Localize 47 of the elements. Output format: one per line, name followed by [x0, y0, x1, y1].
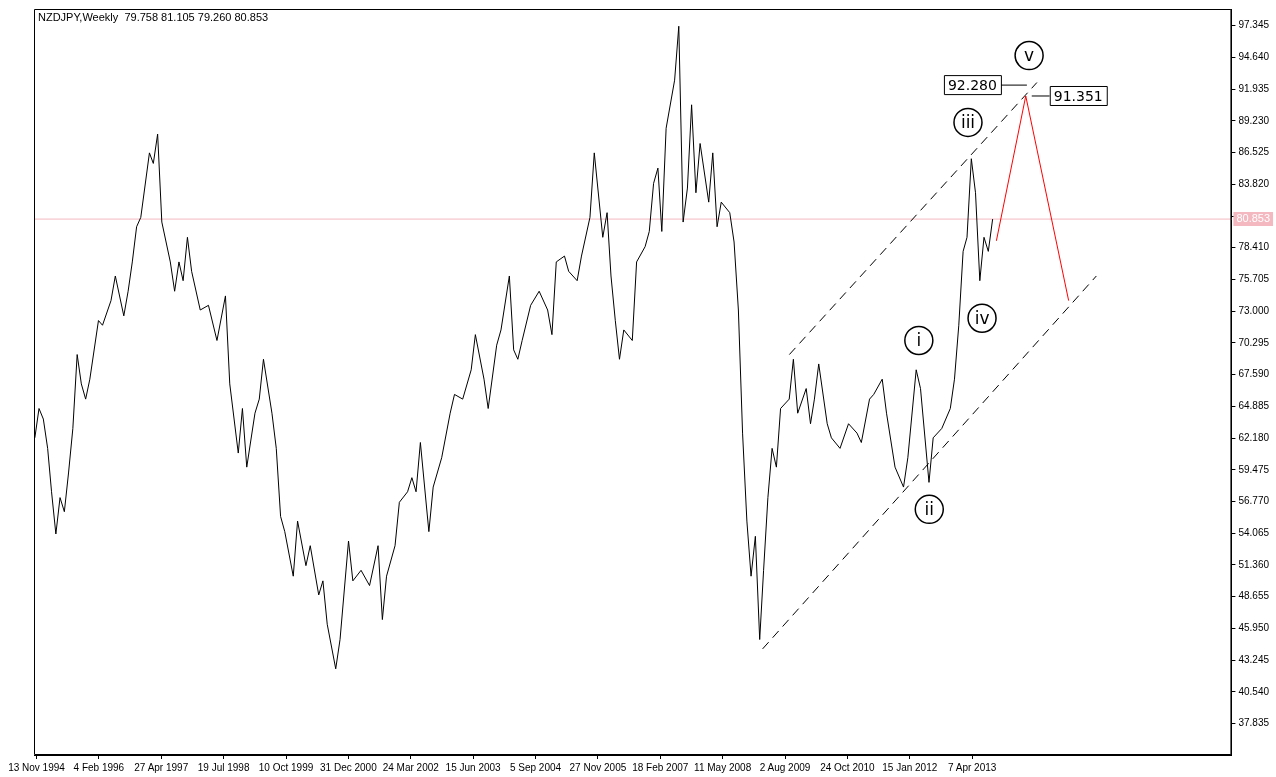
y-tick-label: 51.360 [1238, 558, 1270, 570]
y-tick-label: 86.525 [1238, 146, 1270, 158]
annotation: iii [960, 111, 976, 132]
x-tick-label: 5 Sep 2004 [509, 761, 562, 773]
x-tick-label: 27 Apr 1997 [134, 761, 189, 773]
x-tick-label: 10 Oct 1999 [258, 761, 314, 773]
x-tick-label: 2 Aug 2009 [759, 761, 811, 773]
chart-title: NZDJPY,Weekly 79.758 81.105 79.260 80.853 [38, 10, 269, 23]
y-tick-label: 62.180 [1238, 431, 1270, 443]
annotation: ii [924, 498, 934, 519]
x-tick-label: 24 Mar 2002 [382, 761, 440, 773]
annotation: 91.351 [1053, 87, 1103, 104]
y-tick-label: 97.345 [1238, 19, 1270, 31]
x-tick-label: 24 Oct 2010 [820, 761, 876, 773]
x-tick-label: 15 Jan 2012 [882, 761, 938, 773]
y-tick-label: 37.835 [1238, 717, 1270, 729]
x-tick-label: 4 Feb 1996 [73, 761, 125, 773]
x-tick-label: 7 Apr 2013 [947, 761, 997, 773]
x-tick-label: 31 Dec 2000 [320, 761, 378, 773]
y-tick-label: 64.885 [1238, 400, 1270, 412]
annotation: iv [974, 307, 990, 328]
y-tick-label: 56.770 [1238, 495, 1270, 507]
x-tick-label: 15 Jun 2003 [445, 761, 502, 773]
y-tick-label: 54.065 [1238, 526, 1270, 538]
x-tick-label: 11 May 2008 [694, 761, 752, 773]
y-tick-label: 67.590 [1238, 368, 1270, 380]
y-tick-label: 83.820 [1238, 178, 1270, 190]
y-tick-label: 94.640 [1238, 51, 1270, 63]
y-tick-label: 48.655 [1238, 590, 1270, 602]
y-tick-label: 89.230 [1238, 114, 1270, 126]
y-tick-label: 40.540 [1238, 685, 1270, 697]
y-tick-label: 43.245 [1238, 653, 1270, 665]
y-tick-label: 70.295 [1238, 336, 1270, 348]
y-tick-label: 75.705 [1238, 273, 1270, 285]
annotation: v [1024, 44, 1035, 65]
y-tick-label: 45.950 [1238, 622, 1270, 634]
y-tick-label: 73.000 [1238, 304, 1270, 316]
x-tick-label: 27 Nov 2005 [569, 761, 627, 773]
y-tick-label: 91.935 [1238, 82, 1270, 94]
x-tick-label: 18 Feb 2007 [632, 761, 689, 773]
annotation: 92.280 [947, 76, 997, 93]
x-tick-label: 19 Jul 1998 [197, 761, 250, 773]
y-tick-label: 59.475 [1238, 463, 1270, 475]
annotation: i [916, 329, 922, 350]
ref-line-label: 80.853 [1236, 212, 1271, 225]
x-tick-label: 13 Nov 1994 [8, 761, 66, 773]
y-tick-label: 78.410 [1238, 241, 1270, 253]
